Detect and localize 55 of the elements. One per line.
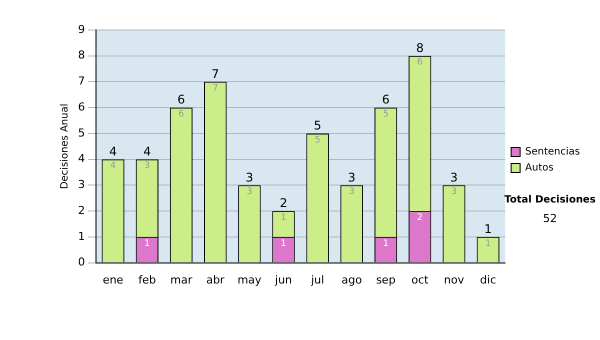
x-tick-label: abr <box>206 273 225 286</box>
total-label: 4 <box>109 144 117 158</box>
x-tick-label: sep <box>376 273 396 286</box>
y-tick-label: 2 <box>78 204 85 217</box>
annotation: Total Decisiones <box>504 194 596 206</box>
legend-label: Autos <box>525 162 554 174</box>
data-label: 3 <box>451 187 457 198</box>
data-label: 1 <box>144 238 150 249</box>
data-label: 3 <box>348 187 355 198</box>
total-label: 8 <box>416 40 424 55</box>
total-label: 4 <box>143 144 151 158</box>
x-tick-label: feb <box>138 273 156 286</box>
data-label: 4 <box>110 161 116 172</box>
total-label: 6 <box>382 92 390 107</box>
data-label: 6 <box>178 109 184 120</box>
y-tick-label: 1 <box>78 230 85 243</box>
x-tick-label: nov <box>444 273 465 286</box>
y-tick-label: 6 <box>78 100 85 114</box>
x-tick-label: mar <box>170 273 193 286</box>
data-label: 5 <box>382 109 389 120</box>
total-label: 3 <box>348 170 356 184</box>
total-label: 1 <box>484 222 492 236</box>
legend-label: Sentencias <box>525 146 580 158</box>
data-label: 6 <box>417 58 424 68</box>
data-label: 1 <box>382 238 389 249</box>
data-label: 3 <box>246 187 252 198</box>
y-tick-label: 8 <box>78 48 85 62</box>
y-tick-label: 3 <box>78 178 85 192</box>
y-tick-label: 4 <box>78 152 85 166</box>
y-tick-label: 9 <box>78 22 85 36</box>
x-tick-label: jun <box>274 273 292 286</box>
data-label: 1 <box>280 212 286 223</box>
data-label: 7 <box>212 84 218 94</box>
data-label: 5 <box>314 135 320 146</box>
total-label: 5 <box>314 118 322 133</box>
total-label: 3 <box>450 170 458 184</box>
text: 52 <box>543 212 557 225</box>
total-label: 7 <box>212 66 220 81</box>
x-tick-label: may <box>237 273 262 286</box>
x-tick-label: dic <box>480 273 496 286</box>
total-label: 3 <box>246 170 254 184</box>
y-tick-label: 0 <box>78 256 85 269</box>
y-tick-label: 7 <box>78 74 85 88</box>
x-tick-label: ago <box>341 273 362 286</box>
data-label: 3 <box>144 161 150 172</box>
x-tick-label: ene <box>102 273 124 286</box>
total-label: 2 <box>280 196 288 210</box>
x-tick-label: jul <box>310 273 324 286</box>
data-label: 2 <box>417 212 423 223</box>
total-label: 6 <box>177 92 186 107</box>
data-label: 1 <box>485 238 491 249</box>
data-label: 1 <box>280 238 286 249</box>
y-tick-label: 5 <box>78 126 85 140</box>
x-tick-label: oct <box>411 273 430 286</box>
y-axis-title: Decisiones Anual <box>60 104 71 190</box>
